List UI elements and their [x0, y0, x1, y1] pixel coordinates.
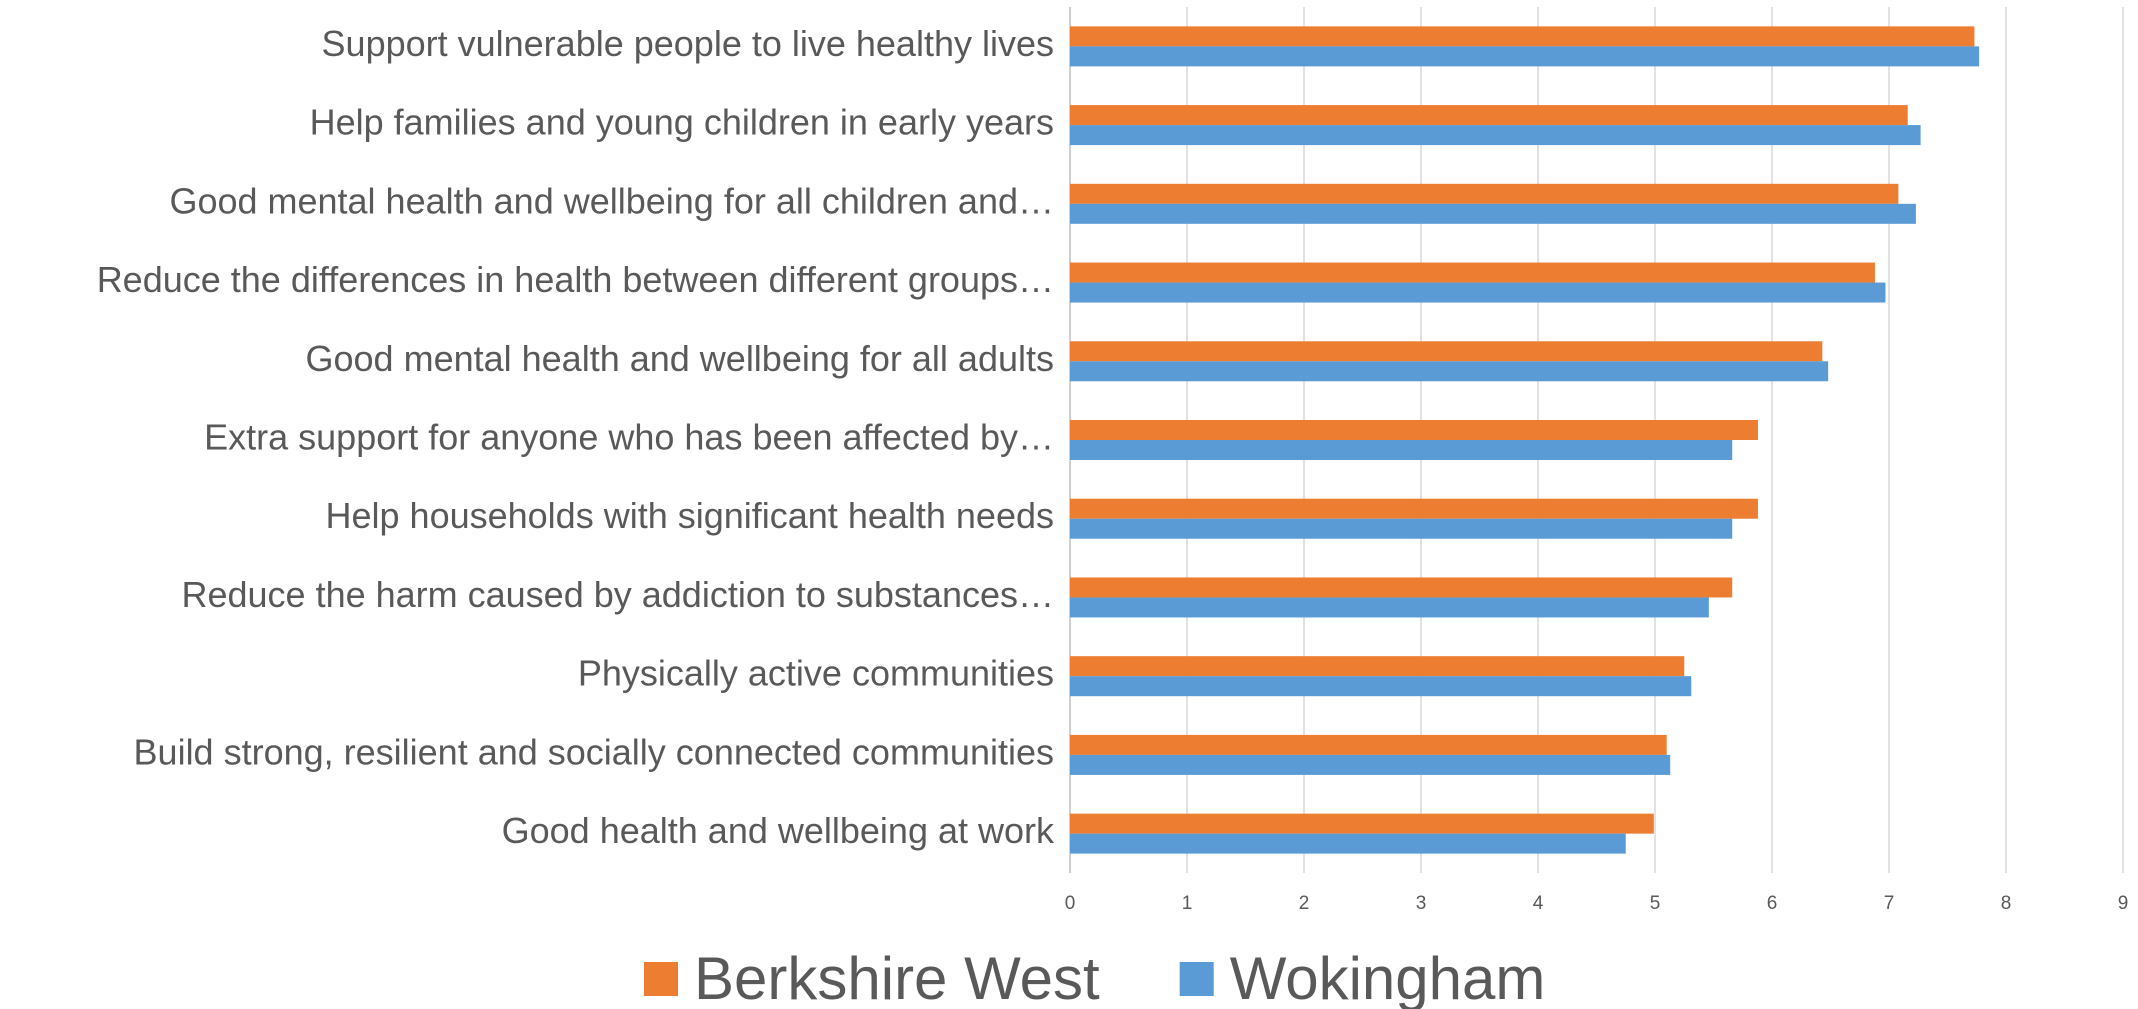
x-tick-label: 4	[1533, 893, 1544, 914]
category-label: Good health and wellbeing at work	[502, 810, 1055, 851]
bar	[1070, 676, 1692, 697]
x-tick-label: 8	[2001, 893, 2012, 914]
category-label: Support vulnerable people to live health…	[322, 23, 1054, 64]
bar	[1070, 813, 1654, 834]
bar	[1070, 125, 1921, 146]
x-tick-label: 1	[1182, 893, 1193, 914]
bar	[1070, 734, 1667, 755]
x-tick-label: 3	[1416, 893, 1427, 914]
bar	[1070, 361, 1829, 382]
legend-label: Wokingham	[1230, 945, 1546, 1009]
category-label: Good mental health and wellbeing for all…	[169, 180, 1054, 221]
bar	[1070, 282, 1886, 303]
bar	[1070, 26, 1975, 47]
bar	[1070, 105, 1908, 126]
legend-swatch	[1179, 962, 1214, 996]
category-label: Help families and young children in earl…	[310, 102, 1054, 143]
x-tick-label: 6	[1767, 893, 1778, 914]
bar	[1070, 203, 1916, 224]
category-label: Good mental health and wellbeing for all…	[306, 338, 1054, 379]
bar	[1070, 262, 1875, 283]
x-tick-label: 2	[1299, 893, 1310, 914]
bar	[1070, 341, 1823, 362]
legend-label: Berkshire West	[694, 945, 1100, 1009]
bar	[1070, 577, 1733, 598]
x-tick-label: 7	[1884, 893, 1895, 914]
x-tick-label: 0	[1065, 893, 1076, 914]
category-label: Extra support for anyone who has been af…	[204, 417, 1054, 458]
category-label: Help households with significant health …	[326, 495, 1054, 536]
bar	[1070, 833, 1626, 854]
bar	[1070, 754, 1671, 775]
bar	[1070, 46, 1980, 67]
bar	[1070, 183, 1899, 204]
bar	[1070, 498, 1758, 519]
category-label: Reduce the harm caused by addiction to s…	[181, 574, 1054, 615]
bar	[1070, 656, 1685, 677]
bar	[1070, 420, 1758, 440]
category-label: Build strong, resilient and socially con…	[134, 731, 1054, 772]
bar	[1070, 440, 1733, 460]
x-tick-label: 5	[1650, 893, 1661, 914]
x-tick-label: 9	[2118, 893, 2129, 914]
category-label: Physically active communities	[578, 653, 1054, 694]
bar	[1070, 518, 1733, 539]
category-label: Reduce the differences in health between…	[97, 259, 1054, 300]
legend-swatch	[644, 962, 678, 996]
bar	[1070, 597, 1709, 618]
